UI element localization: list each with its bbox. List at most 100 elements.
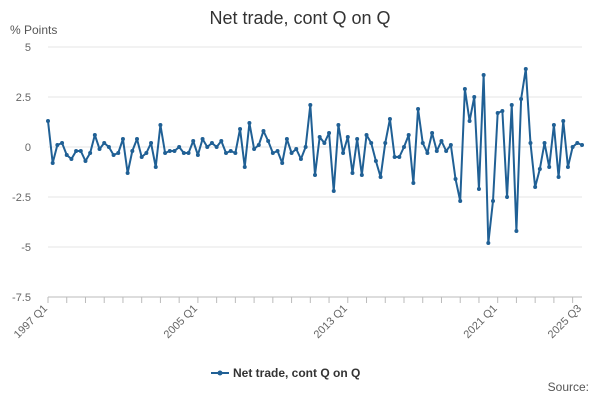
data-point[interactable] [350, 171, 355, 175]
data-point[interactable] [458, 199, 463, 203]
data-point[interactable] [135, 137, 139, 141]
data-point[interactable] [46, 119, 50, 123]
data-point[interactable] [256, 143, 261, 147]
data-point[interactable] [509, 103, 514, 107]
data-point[interactable] [294, 147, 299, 151]
data-point[interactable] [247, 121, 252, 125]
data-point[interactable] [125, 171, 130, 175]
data-point[interactable] [355, 137, 360, 141]
data-point[interactable] [153, 165, 158, 169]
data-point[interactable] [322, 141, 327, 145]
data-point[interactable] [284, 137, 289, 141]
data-point[interactable] [444, 149, 449, 153]
data-point[interactable] [434, 149, 439, 153]
data-point[interactable] [205, 145, 210, 149]
data-point[interactable] [561, 119, 566, 123]
data-point[interactable] [373, 159, 378, 163]
data-point[interactable] [359, 173, 364, 177]
data-point[interactable] [551, 123, 556, 127]
data-point[interactable] [313, 173, 317, 177]
data-point[interactable] [369, 141, 374, 145]
data-point[interactable] [270, 151, 275, 155]
data-point[interactable] [580, 143, 584, 147]
data-point[interactable] [383, 141, 388, 145]
data-point[interactable] [144, 151, 149, 155]
data-point[interactable] [60, 141, 65, 145]
data-point[interactable] [467, 119, 472, 123]
data-point[interactable] [289, 151, 294, 155]
data-point[interactable] [308, 103, 313, 107]
data-point[interactable] [186, 151, 191, 155]
data-point[interactable] [341, 151, 346, 155]
data-point[interactable] [533, 185, 538, 189]
data-point[interactable] [462, 87, 467, 91]
data-point[interactable] [537, 167, 542, 171]
data-point[interactable] [505, 195, 510, 199]
data-point[interactable] [439, 139, 444, 143]
legend[interactable]: Net trade, cont Q on Q [211, 366, 360, 380]
data-point[interactable] [106, 145, 111, 149]
data-point[interactable] [453, 177, 458, 181]
data-point[interactable] [280, 161, 285, 165]
data-point[interactable] [130, 149, 135, 153]
data-point[interactable] [111, 153, 116, 157]
data-point[interactable] [88, 151, 93, 155]
data-point[interactable] [78, 149, 83, 153]
data-point[interactable] [209, 141, 214, 145]
data-point[interactable] [331, 189, 336, 193]
data-point[interactable] [158, 123, 163, 127]
data-point[interactable] [397, 155, 402, 159]
data-point[interactable] [238, 127, 243, 131]
data-point[interactable] [500, 109, 505, 113]
data-point[interactable] [425, 151, 430, 155]
data-point[interactable] [336, 123, 341, 127]
data-point[interactable] [177, 145, 182, 149]
data-point[interactable] [139, 155, 144, 159]
data-point[interactable] [266, 139, 271, 143]
data-point[interactable] [491, 199, 495, 203]
data-point[interactable] [228, 149, 233, 153]
data-point[interactable] [120, 137, 125, 141]
data-point[interactable] [97, 147, 102, 151]
data-point[interactable] [275, 149, 280, 153]
data-point[interactable] [64, 153, 69, 157]
data-point[interactable] [191, 139, 196, 143]
data-point[interactable] [167, 149, 172, 153]
data-point[interactable] [298, 157, 303, 161]
data-point[interactable] [519, 97, 524, 101]
data-point[interactable] [181, 151, 186, 155]
data-point[interactable] [55, 143, 60, 147]
data-point[interactable] [448, 143, 453, 147]
data-point[interactable] [83, 159, 88, 163]
data-point[interactable] [575, 141, 580, 145]
data-point[interactable] [472, 95, 477, 99]
data-point[interactable] [430, 131, 435, 135]
data-point[interactable] [402, 145, 406, 149]
data-point[interactable] [252, 147, 257, 151]
data-point[interactable] [172, 149, 177, 153]
data-point[interactable] [261, 129, 266, 133]
data-point[interactable] [116, 151, 121, 155]
data-point[interactable] [219, 139, 224, 143]
data-point[interactable] [406, 133, 411, 137]
data-point[interactable] [514, 229, 519, 233]
data-point[interactable] [149, 141, 154, 145]
data-point[interactable] [528, 141, 533, 145]
data-point[interactable] [364, 133, 369, 137]
data-point[interactable] [242, 165, 247, 169]
data-point[interactable] [303, 145, 308, 149]
data-point[interactable] [392, 155, 397, 159]
data-point[interactable] [200, 137, 205, 141]
data-point[interactable] [74, 149, 79, 153]
data-point[interactable] [50, 161, 55, 165]
data-point[interactable] [481, 73, 486, 77]
data-point[interactable] [486, 241, 491, 245]
data-point[interactable] [92, 133, 97, 137]
data-point[interactable] [327, 131, 332, 135]
data-point[interactable] [387, 117, 392, 121]
data-point[interactable] [420, 141, 425, 145]
data-point[interactable] [163, 151, 168, 155]
data-point[interactable] [547, 165, 552, 169]
data-point[interactable] [523, 67, 528, 71]
data-point[interactable] [565, 165, 570, 169]
